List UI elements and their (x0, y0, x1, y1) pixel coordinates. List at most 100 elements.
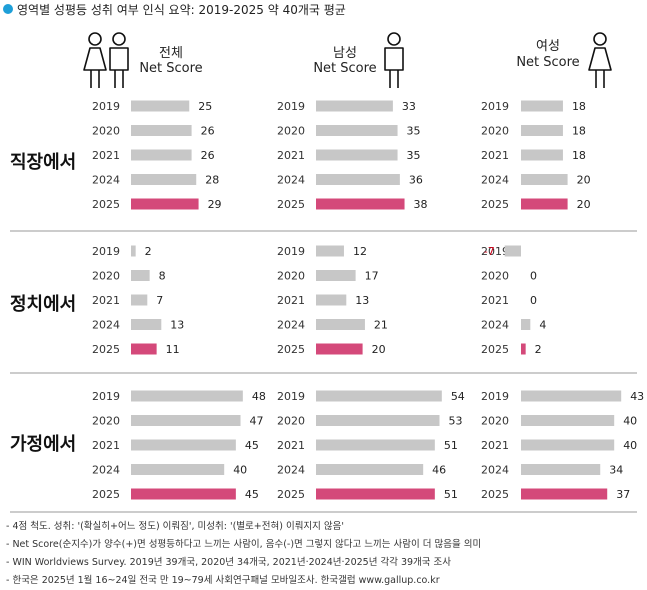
man-icon (384, 32, 404, 88)
bar-female-2020 (521, 125, 563, 136)
bar-all-2024 (131, 319, 162, 330)
footnote: - Net Score(순지수)가 양수(+)면 성평등하다고 느끼는 사람이,… (6, 538, 481, 550)
bar-female-2024 (521, 174, 568, 185)
bar-male-2025 (316, 198, 405, 210)
bar-male-2025 (316, 488, 435, 500)
value-label: 37 (616, 488, 630, 501)
year-label: 2021 (277, 439, 305, 452)
value-label: 13 (170, 319, 184, 332)
footnote: - 4점 척도. 성취: '(확실히+어느 정도) 이뤄짐', 미성취: '(별… (6, 520, 344, 532)
value-label: 35 (407, 125, 421, 138)
header-all-line1: 전체 (159, 46, 183, 61)
year-label: 2025 (277, 198, 305, 211)
header-male-line1: 남성 (333, 46, 357, 61)
year-label: 2021 (277, 149, 305, 162)
bar-all-2025 (131, 343, 157, 355)
value-label: 18 (572, 149, 586, 162)
domain-label-politics: 정치에서 (10, 294, 76, 315)
year-label: 2025 (481, 488, 509, 501)
year-label: 2019 (277, 390, 305, 403)
year-label: 2021 (481, 149, 509, 162)
header-all-line2: Net Score (139, 61, 202, 76)
value-label: 0 (530, 270, 537, 283)
value-label: 25 (198, 100, 212, 113)
year-label: 2024 (481, 464, 509, 477)
value-label: 20 (577, 198, 591, 211)
year-label: 2025 (277, 488, 305, 501)
value-label: 26 (201, 125, 215, 138)
value-label: 48 (252, 390, 266, 403)
footnote: - 한국은 2025년 1월 16~24일 전국 만 19~79세 사회연구패널… (6, 574, 440, 586)
bar-female-2019 (504, 245, 521, 257)
bar-female-2024 (521, 464, 601, 475)
year-label: 2020 (481, 125, 509, 138)
bar-all-2021 (131, 439, 236, 451)
header-male-line2: Net Score (313, 61, 376, 76)
year-label: 2019 (481, 100, 509, 113)
bar-all-2019 (131, 100, 190, 112)
year-label: 2020 (481, 415, 509, 428)
value-label: 11 (166, 343, 180, 356)
year-label: 2019 (92, 390, 120, 403)
value-label: -7 (484, 245, 495, 258)
year-label: 2021 (92, 294, 120, 307)
value-label: 36 (409, 174, 423, 187)
bar-female-2020 (521, 415, 615, 426)
bar-male-2025 (316, 343, 363, 355)
bar-female-2019 (521, 390, 622, 402)
value-label: 17 (365, 270, 379, 283)
bar-all-2019 (131, 245, 136, 257)
value-label: 40 (233, 464, 247, 477)
bar-all-2025 (131, 488, 236, 500)
bar-female-2021 (521, 149, 563, 161)
bar-male-2021 (316, 439, 435, 451)
bar-all-2021 (131, 294, 148, 306)
year-label: 2019 (277, 100, 305, 113)
title-bullet-icon (3, 4, 13, 14)
value-label: 54 (451, 390, 465, 403)
year-label: 2020 (92, 125, 120, 138)
value-label: 26 (201, 149, 215, 162)
year-label: 2025 (481, 198, 509, 211)
domain-label-workplace: 직장에서 (10, 152, 76, 173)
value-label: 20 (372, 343, 386, 356)
year-label: 2025 (277, 343, 305, 356)
year-label: 2020 (481, 270, 509, 283)
value-label: 21 (374, 319, 388, 332)
bar-male-2024 (316, 319, 365, 330)
value-label: 43 (630, 390, 644, 403)
year-label: 2021 (481, 294, 509, 307)
value-label: 45 (245, 488, 259, 501)
value-label: 18 (572, 125, 586, 138)
bar-female-2019 (521, 100, 563, 112)
year-label: 2025 (481, 343, 509, 356)
year-label: 2019 (92, 100, 120, 113)
year-label: 2020 (277, 415, 305, 428)
bar-male-2019 (316, 390, 442, 402)
year-label: 2019 (277, 245, 305, 258)
year-label: 2019 (92, 245, 120, 258)
woman-icon (588, 32, 612, 88)
bar-all-2019 (131, 390, 243, 402)
bar-female-2024 (521, 319, 531, 330)
value-label: 29 (208, 198, 222, 211)
bar-male-2020 (316, 270, 356, 281)
year-label: 2019 (481, 390, 509, 403)
value-label: 40 (623, 415, 637, 428)
chart-title: 영역별 성평등 성취 여부 인식 요약: 2019-2025 약 40개국 평균 (17, 2, 346, 17)
bar-female-2021 (521, 439, 615, 451)
year-label: 2024 (92, 174, 120, 187)
bar-all-2021 (131, 149, 192, 161)
bar-male-2020 (316, 125, 398, 136)
value-label: 2 (535, 343, 542, 356)
bar-male-2021 (316, 294, 347, 306)
bar-female-2025 (521, 488, 608, 500)
value-label: 13 (355, 294, 369, 307)
bar-male-2020 (316, 415, 440, 426)
bar-all-2024 (131, 464, 225, 475)
bar-male-2019 (316, 245, 344, 257)
value-label: 12 (353, 245, 367, 258)
year-label: 2019 (481, 245, 509, 258)
year-label: 2025 (92, 488, 120, 501)
footnote: - WIN Worldviews Survey. 2019년 39개국, 202… (6, 556, 451, 568)
